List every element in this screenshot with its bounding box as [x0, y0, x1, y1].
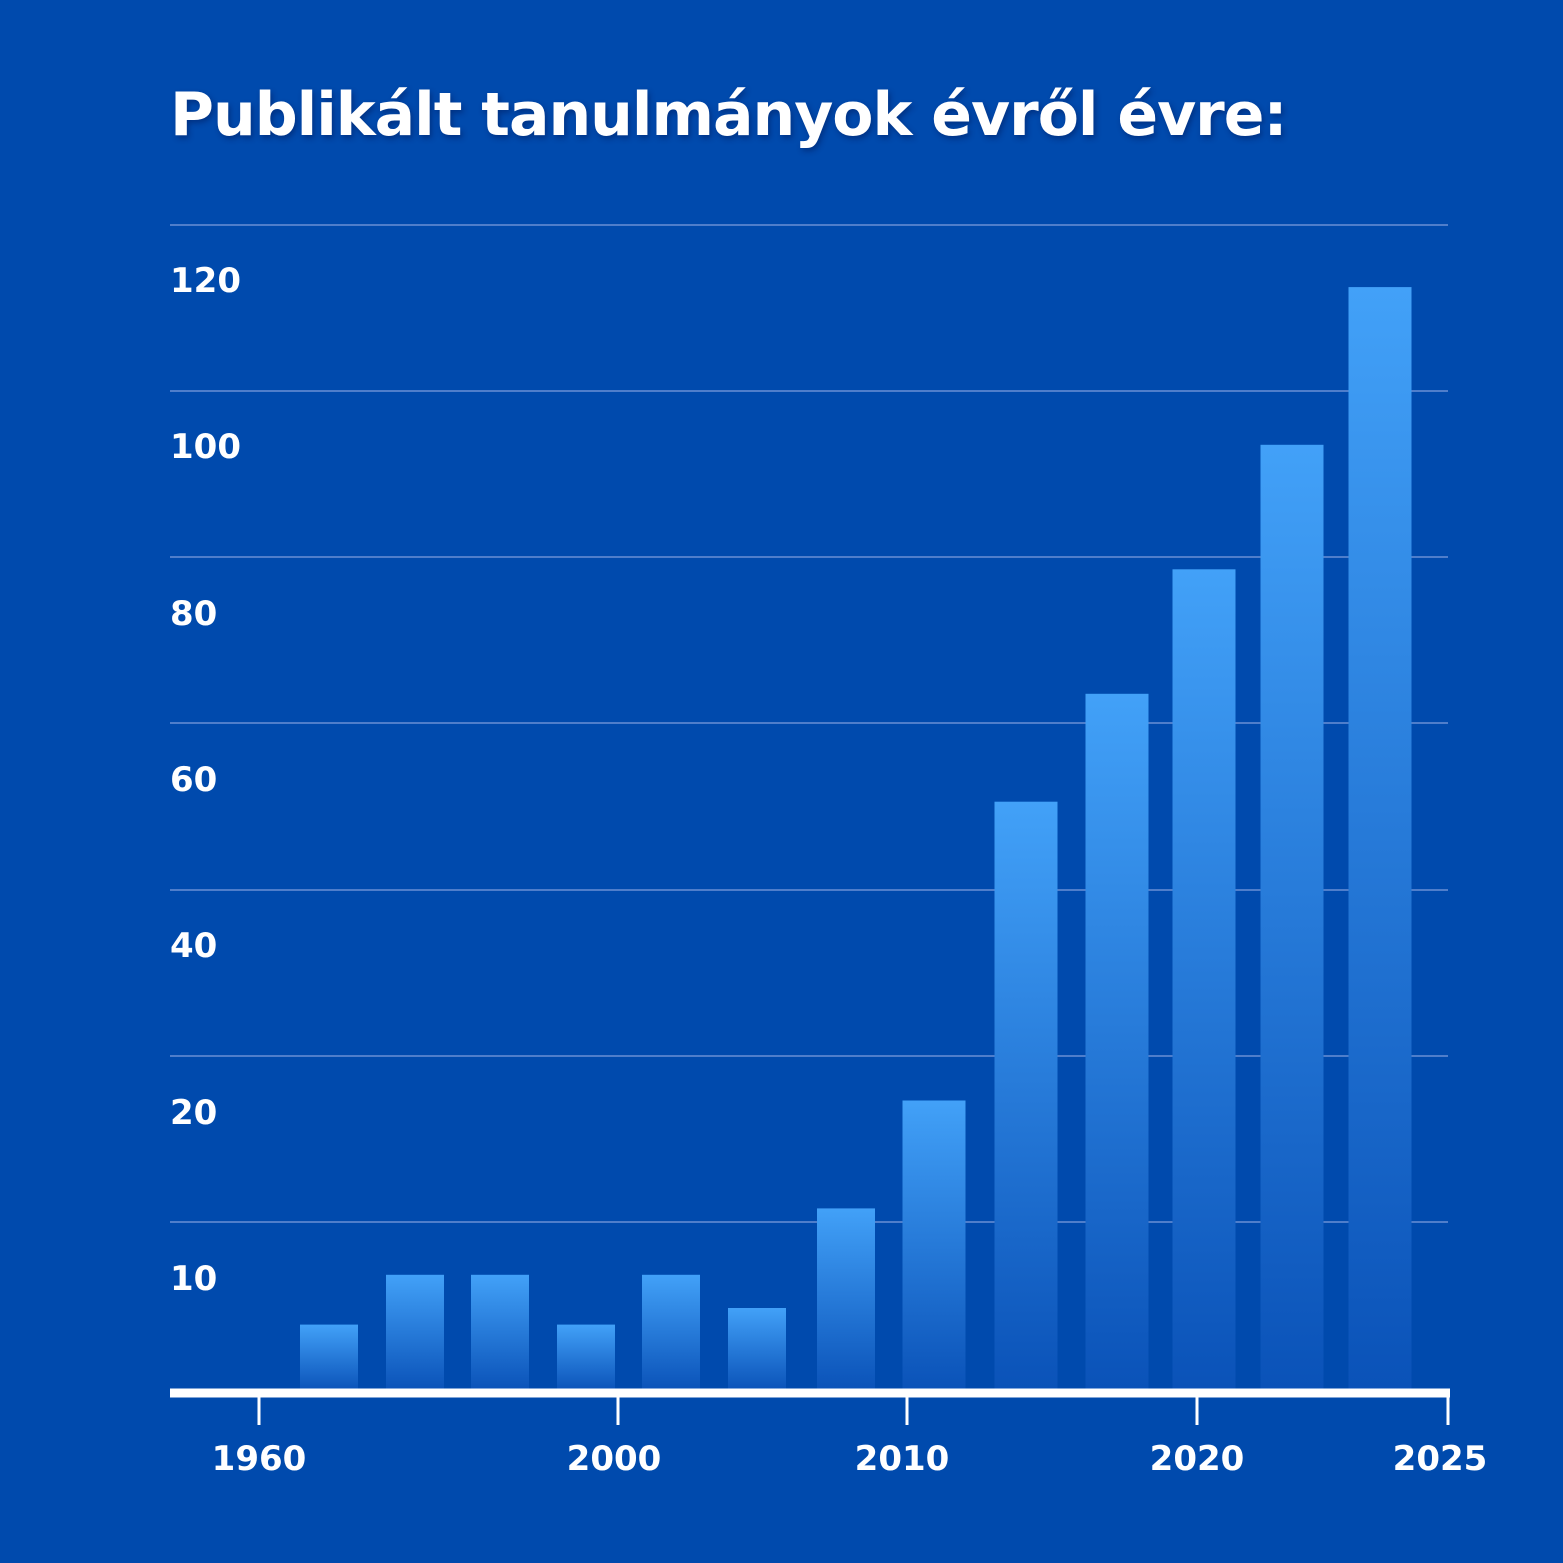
- bar: [728, 1308, 786, 1391]
- y-tick-labels: 10 20 40 60 80 100 120: [170, 261, 241, 1299]
- y-tick-label: 120: [170, 261, 241, 301]
- bar: [386, 1274, 444, 1391]
- y-tick-label: 80: [170, 594, 217, 634]
- x-tick-label: 1960: [212, 1439, 307, 1479]
- x-tick-label: 2020: [1150, 1439, 1245, 1479]
- bar: [1085, 693, 1149, 1391]
- bar: [642, 1274, 700, 1391]
- x-tick-label: 2025: [1393, 1439, 1488, 1479]
- x-tick-label: 2000: [567, 1439, 662, 1479]
- grid-lines: [170, 224, 1448, 1223]
- x-axis: [170, 1388, 1450, 1425]
- x-tick-label: 2010: [855, 1439, 950, 1479]
- y-tick-label: 20: [170, 1093, 217, 1133]
- bar: [1260, 444, 1324, 1391]
- bar: [817, 1208, 875, 1391]
- x-tick-labels: 1960 2000 2010 2020 2025: [212, 1439, 1488, 1479]
- bar: [1348, 287, 1412, 1392]
- bar: [994, 801, 1058, 1391]
- bar: [902, 1100, 966, 1391]
- bar: [300, 1324, 358, 1391]
- y-tick-label: 60: [170, 760, 217, 800]
- chart-title: Publikált tanulmányok évről évre:: [170, 80, 1287, 150]
- bar: [557, 1324, 615, 1391]
- y-tick-label: 100: [170, 427, 241, 467]
- bar: [471, 1274, 529, 1391]
- bars: [300, 287, 1412, 1392]
- y-tick-label: 40: [170, 926, 217, 966]
- y-tick-label: 10: [170, 1259, 217, 1299]
- bar: [1172, 569, 1236, 1391]
